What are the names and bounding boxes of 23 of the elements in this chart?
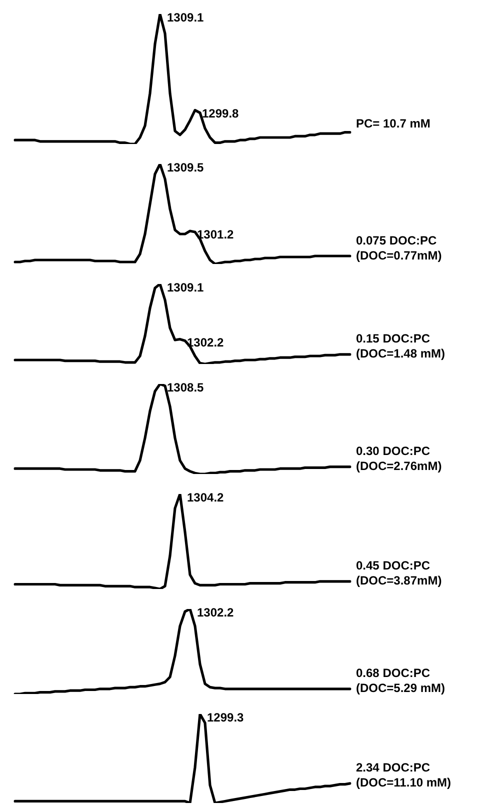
text: 0.15 DOC:PC [356, 332, 430, 346]
text: (DOC=1.48 mM) [356, 346, 446, 361]
annotation: 1309.1 [167, 10, 204, 24]
text: 0.68 DOC:PC [356, 666, 430, 680]
annotation: 1302.2 [187, 336, 224, 350]
annotation: 1301.2 [197, 227, 234, 242]
text: 0.075 DOC:PC [356, 233, 438, 248]
text: 0.45 DOC:PC [356, 558, 430, 573]
text: (DOC=2.76mM) [356, 459, 442, 474]
annotation: 1308.5 [167, 380, 204, 394]
text: (DOC=3.87mM) [356, 574, 442, 588]
annotation: 1309.1 [167, 280, 204, 294]
text: (DOC=11.10 mM) [356, 776, 452, 790]
text: 0.30 DOC:PC [356, 444, 430, 458]
annotation: 1299.8 [202, 106, 240, 121]
text: (DOC=0.77mM) [356, 248, 442, 262]
text: PC= 10.7 mM [356, 116, 430, 131]
text: 2.34 DOC:PC [356, 760, 430, 775]
text: (DOC=5.29 mM) [356, 681, 446, 696]
annotation: 1309.5 [167, 160, 204, 174]
annotation: 1304.2 [187, 490, 224, 504]
annotation: 1302.2 [197, 605, 234, 620]
annotation: 1299.3 [207, 710, 244, 724]
